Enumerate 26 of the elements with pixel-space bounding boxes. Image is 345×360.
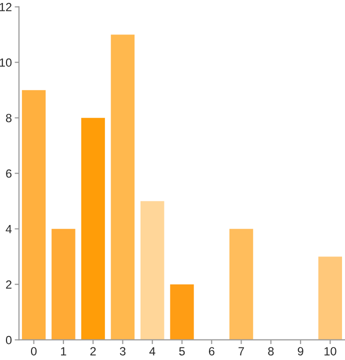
y-tick-label: 10 — [0, 58, 12, 67]
y-tick-label: 6 — [6, 169, 12, 178]
x-tick-label: 1 — [61, 347, 66, 356]
x-tick-label: 4 — [149, 347, 156, 356]
x-tick-label: 3 — [120, 347, 126, 356]
y-tick-label: 8 — [6, 114, 12, 122]
x-tick-label: 9 — [298, 347, 304, 356]
x-tick-label: 5 — [179, 347, 185, 356]
bar — [170, 284, 194, 340]
y-tick-label: 2 — [6, 280, 12, 289]
bar — [318, 256, 342, 340]
x-tick-label: 6 — [208, 347, 214, 356]
y-tick-label: 12 — [0, 2, 12, 12]
bar — [110, 34, 135, 340]
bar — [81, 118, 105, 340]
y-tick-label: 0 — [6, 336, 12, 344]
x-tick-label: 7 — [238, 347, 244, 356]
x-tick-label: 0 — [30, 347, 37, 356]
x-tick-label: 2 — [90, 347, 96, 356]
bar — [52, 228, 76, 340]
bar — [229, 228, 254, 340]
y-tick-label: 4 — [6, 224, 12, 234]
x-tick-label: 8 — [268, 347, 274, 356]
bar — [22, 90, 46, 340]
x-tick-label: 10 — [324, 347, 336, 356]
bar — [140, 201, 164, 340]
